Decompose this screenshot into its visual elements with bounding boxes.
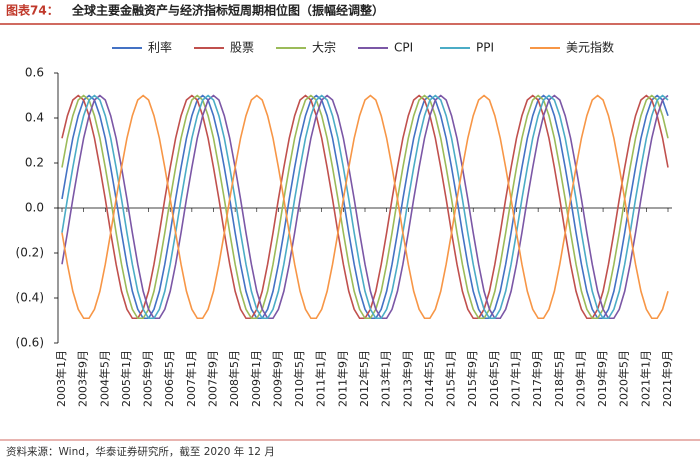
x-tick-label: 2003年9月 — [76, 350, 90, 407]
x-tick-label: 2008年5月 — [227, 350, 241, 407]
x-tick-label: 2009年1月 — [249, 350, 263, 407]
legend-label: 股票 — [230, 41, 254, 55]
y-tick-label: 0.4 — [25, 111, 44, 125]
y-tick-label: 0.0 — [25, 201, 44, 215]
y-tick-label: 0.6 — [25, 66, 44, 80]
x-tick-label: 2011年9月 — [335, 350, 349, 407]
x-tick-label: 2003年1月 — [54, 350, 68, 407]
x-tick-label: 2021年1月 — [638, 350, 652, 407]
x-tick-label: 2017年1月 — [509, 350, 523, 407]
x-tick-label: 2005年1月 — [119, 350, 133, 407]
x-tick-label: 2015年9月 — [465, 350, 479, 407]
legend-label: 大宗 — [312, 40, 336, 55]
x-tick-label: 2020年5月 — [617, 350, 631, 407]
series-line — [61, 94, 669, 320]
x-tick-label: 2006年5月 — [162, 350, 176, 407]
y-tick-label: (0.4) — [16, 291, 44, 305]
x-tick-label: 2015年1月 — [444, 350, 458, 407]
x-tick-label: 2021年9月 — [660, 350, 674, 407]
x-tick-label: 2007年1月 — [184, 350, 198, 407]
legend-label: 利率 — [148, 40, 172, 55]
x-tick-label: 2013年9月 — [400, 350, 414, 407]
x-tick-label: 2017年9月 — [530, 350, 544, 407]
series-line — [61, 94, 669, 320]
x-tick-label: 2018年5月 — [552, 350, 566, 407]
legend-label: PPI — [476, 41, 494, 55]
chart-title: 全球主要金融资产与经济指标短周期相位图（振幅经调整） — [71, 3, 384, 18]
x-tick-label: 2010年5月 — [292, 350, 306, 407]
x-tick-label: 2004年5月 — [97, 350, 111, 407]
y-tick-label: (0.2) — [16, 246, 44, 260]
figure-label: 图表74： — [6, 3, 59, 18]
x-tick-label: 2019年9月 — [595, 350, 609, 407]
x-tick-label: 2019年1月 — [573, 350, 587, 407]
legend-label: CPI — [394, 41, 413, 55]
x-tick-label: 2012年5月 — [357, 350, 371, 407]
x-tick-label: 2009年9月 — [270, 350, 284, 407]
series-line — [61, 94, 669, 320]
series-line — [61, 94, 669, 320]
x-tick-label: 2014年5月 — [422, 350, 436, 407]
x-tick-label: 2007年9月 — [206, 350, 220, 407]
x-tick-label: 2005年9月 — [141, 350, 155, 407]
x-tick-label: 2011年1月 — [314, 350, 328, 407]
x-tick-label: 2016年5月 — [487, 350, 501, 407]
x-tick-label: 2013年1月 — [379, 350, 393, 407]
y-tick-label: 0.2 — [25, 156, 44, 170]
legend-label: 美元指数 — [566, 40, 614, 55]
source-note: 资料来源：Wind，华泰证券研究所，截至 2020 年 12 月 — [6, 445, 275, 458]
y-tick-label: (0.6) — [16, 336, 44, 350]
series-line — [61, 94, 669, 320]
